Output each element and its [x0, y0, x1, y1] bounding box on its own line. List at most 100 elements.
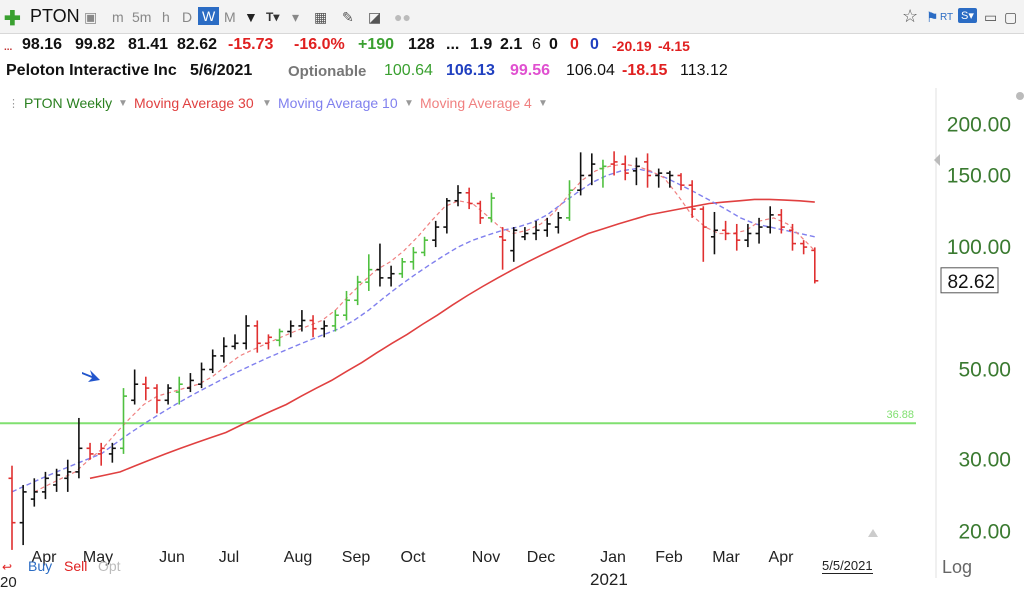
quote-line-1: ... 98.16 99.82 81.41 82.62 -15.73 -16.0…	[0, 36, 1024, 60]
grid-icon[interactable]: ▦	[314, 9, 328, 25]
price-bar	[722, 220, 730, 241]
period-m[interactable]: m	[112, 9, 124, 25]
legend-grip-icon[interactable]: ⋮	[8, 98, 19, 110]
price-bar	[120, 388, 127, 454]
price-bar	[688, 180, 696, 218]
quote-date: 5/6/2021	[190, 62, 253, 79]
star-icon[interactable]: ☆	[902, 6, 919, 26]
price-bar	[242, 315, 250, 350]
period-d[interactable]: D	[182, 9, 193, 25]
price-bar	[588, 153, 596, 186]
period-m-month[interactable]: M	[224, 9, 236, 25]
price-bar	[599, 159, 607, 188]
pencil-icon[interactable]: ✎	[342, 9, 354, 25]
dots-icon[interactable]: ●●	[394, 9, 411, 25]
price-bar	[777, 209, 785, 234]
legend: ⋮ PTON Weekly ▼ Moving Average 30 ▼ Movi…	[0, 92, 940, 114]
printer-icon[interactable]: ▣	[84, 9, 98, 25]
price-bar	[744, 223, 752, 248]
close-icon[interactable]: ▢	[1004, 9, 1018, 25]
legend-series-ma30[interactable]: Moving Average 30	[134, 95, 254, 111]
price-bar	[365, 254, 373, 291]
y-tick-label: 30.00	[958, 449, 1011, 472]
quote-c2: 0	[549, 36, 558, 53]
x-tick-label: Apr	[32, 549, 58, 566]
back-arrow-icon[interactable]: ↩	[2, 560, 13, 574]
tag-icon[interactable]: ◪	[368, 9, 382, 25]
legend-chevron-4-icon[interactable]: ▼	[538, 98, 548, 109]
legend-chevron-1-icon[interactable]: ▼	[118, 98, 128, 109]
log-scale-toggle[interactable]: Log	[942, 557, 973, 577]
legend-series-pton[interactable]: PTON Weekly	[24, 95, 113, 111]
y-axis: 200.00 150.00 100.00 50.00 30.00 20.00 82.62	[940, 114, 1011, 543]
price-bar	[409, 247, 417, 270]
price-bar	[209, 349, 217, 374]
legend-chevron-2-icon[interactable]: ▼	[262, 98, 272, 109]
price-bar	[421, 236, 429, 257]
legend-series-ma4[interactable]: Moving Average 4	[420, 95, 532, 111]
price-bar	[309, 315, 317, 338]
period-h[interactable]: h	[162, 9, 170, 25]
price-bar	[8, 465, 16, 550]
quote-val5: -4.15	[658, 38, 690, 54]
save-icon[interactable]: ▭	[984, 9, 998, 25]
price-bar	[276, 328, 284, 347]
flag-icon[interactable]: ⚑	[926, 9, 939, 25]
price-bar	[443, 198, 451, 234]
year-label: 2021	[590, 570, 628, 589]
period-5m[interactable]: 5m	[132, 9, 152, 25]
chevron-down-icon[interactable]: ▼	[244, 9, 258, 25]
y-tick-label: 100.00	[947, 236, 1011, 259]
collapse-icon[interactable]	[934, 154, 940, 166]
price-bar	[499, 227, 507, 270]
x-tick-label: May	[83, 549, 113, 566]
price-bar	[41, 471, 49, 500]
x-tick-label: Oct	[401, 549, 426, 566]
x-tick-label: Jun	[159, 549, 185, 566]
price-bar	[287, 320, 295, 338]
corner-dot-icon[interactable]	[1016, 92, 1024, 100]
price-bar	[610, 151, 618, 176]
price-bar	[733, 223, 741, 251]
price-bar	[97, 442, 105, 466]
price-bar	[64, 459, 72, 492]
price-bar	[131, 369, 139, 405]
s-icon[interactable]: S▾	[958, 8, 977, 23]
legend-series-ma10[interactable]: Moving Average 10	[278, 95, 398, 111]
price-bar	[554, 211, 562, 234]
symbol-label[interactable]: PTON	[30, 6, 80, 26]
legend-chevron-3-icon[interactable]: ▼	[404, 98, 414, 109]
opt-button[interactable]: Opt	[98, 558, 121, 574]
dropdown-icon[interactable]: ▾	[292, 9, 300, 25]
rt-icon[interactable]: RT	[940, 12, 954, 23]
price-bar	[231, 334, 239, 350]
period-w[interactable]: W	[198, 7, 220, 25]
last-price-label: 82.62	[947, 272, 995, 293]
quote-c4: 0	[590, 36, 599, 53]
quote2-v5: -18.15	[622, 62, 668, 79]
x-tick-label: Dec	[527, 549, 555, 566]
quote2-v3: 99.56	[510, 62, 551, 79]
price-bar	[153, 384, 161, 414]
last-price-box	[940, 267, 999, 294]
text-tool-icon[interactable]: T▾	[266, 10, 280, 24]
price-bar	[710, 211, 718, 255]
ma30-line	[89, 198, 815, 480]
toolbar: ✚ PTON ▣ m 5m h D W M ▼ T▾ ▾ ▦ ✎ ◪ ●● ☆ …	[0, 0, 1024, 34]
scroll-up-icon[interactable]	[868, 529, 878, 537]
price-bar	[532, 220, 540, 241]
price-bar	[331, 310, 339, 332]
quote2-v6: 113.12	[680, 62, 728, 79]
optionable-label: Optionable	[288, 63, 367, 80]
price-bar	[432, 220, 440, 248]
price-bar	[19, 484, 27, 546]
x-tick-label: Nov	[472, 549, 500, 566]
x-tick-label: Jan	[600, 549, 626, 566]
buy-button[interactable]: Buy	[28, 558, 53, 574]
price-bar	[632, 157, 640, 186]
sell-button[interactable]: Sell	[64, 558, 88, 574]
x-tick-label: Jul	[219, 549, 239, 566]
arrow-icon	[82, 370, 100, 382]
quote-low: 81.41	[128, 36, 169, 53]
plus-icon[interactable]: ✚	[4, 8, 21, 30]
